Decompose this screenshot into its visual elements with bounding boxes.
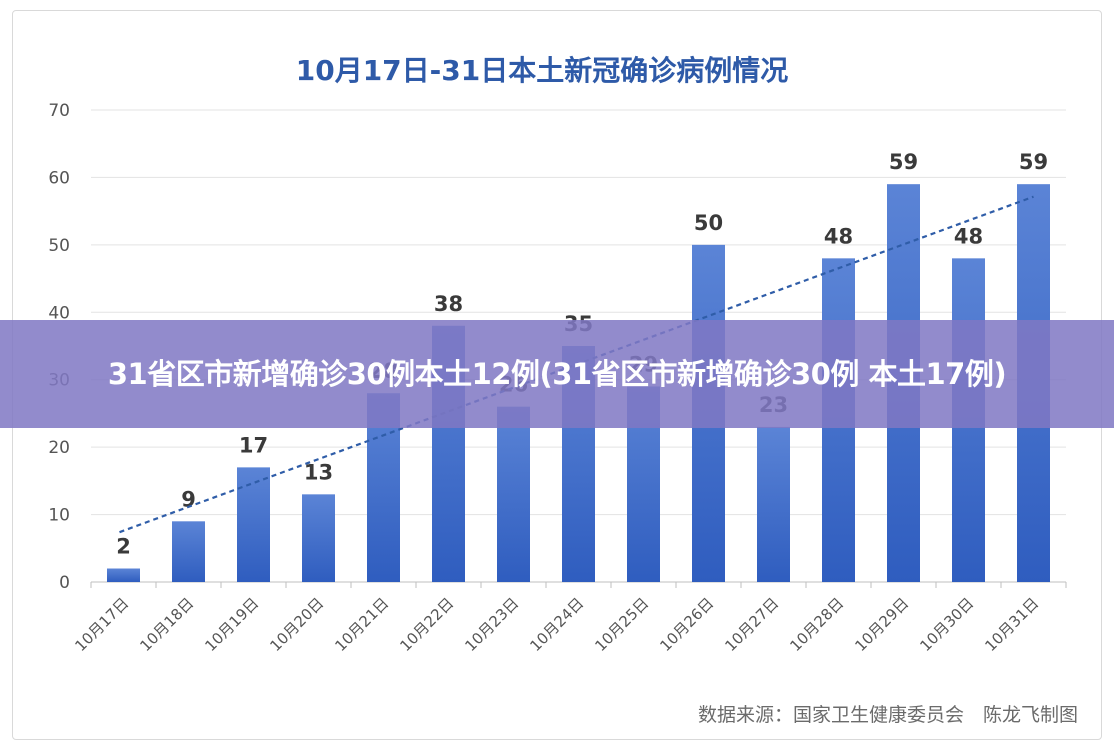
x-tick-label: 10月23日 — [461, 594, 522, 655]
data-label: 48 — [824, 224, 853, 248]
data-label: 2 — [116, 535, 131, 559]
x-tick-label: 10月28日 — [786, 594, 847, 655]
bar — [172, 521, 205, 582]
data-label: 38 — [434, 292, 463, 316]
bar — [107, 568, 140, 582]
x-tick-label: 10月25日 — [591, 594, 652, 655]
headline-text: 31省区市新增确诊30例本土12例(31省区市新增确诊30例 本土17例) — [107, 357, 1007, 391]
x-tick-label: 10月21日 — [331, 594, 392, 655]
x-tick-label: 10月31日 — [981, 594, 1042, 655]
data-label: 9 — [181, 487, 196, 511]
y-tick-label: 40 — [48, 303, 70, 323]
data-label: 59 — [889, 150, 918, 174]
y-tick-label: 10 — [48, 506, 70, 526]
x-tick-label: 10月27日 — [721, 594, 782, 655]
bars — [107, 184, 1050, 582]
bar — [237, 467, 270, 582]
chart-title: 10月17日-31日本土新冠确诊病例情况 — [296, 54, 789, 87]
data-label: 17 — [239, 433, 268, 457]
x-tick-label: 10月20日 — [266, 594, 327, 655]
x-tick-label: 10月30日 — [916, 594, 977, 655]
x-axis-ticks: 10月17日 10月18日 10月19日 10月20日 10月21日 10月22日 10月2… — [71, 582, 1067, 655]
source-note: 数据来源：国家卫生健康委员会 陈龙飞制图 — [698, 704, 1078, 726]
data-label: 48 — [954, 224, 983, 248]
x-tick-label: 10月19日 — [201, 594, 262, 655]
bar — [757, 426, 790, 582]
y-tick-label: 0 — [59, 573, 70, 593]
x-tick-label: 10月22日 — [396, 594, 457, 655]
data-label: 59 — [1019, 150, 1048, 174]
headline-banner: 31省区市新增确诊30例本土12例(31省区市新增确诊30例 本土17例) — [0, 320, 1114, 428]
y-tick-label: 70 — [48, 101, 70, 121]
bar — [497, 406, 530, 582]
data-label: 13 — [304, 460, 333, 484]
bar — [302, 494, 335, 582]
y-tick-label: 20 — [48, 438, 70, 458]
x-tick-label: 10月18日 — [136, 594, 197, 655]
x-tick-label: 10月29日 — [851, 594, 912, 655]
data-label: 50 — [694, 211, 723, 235]
y-tick-label: 50 — [48, 236, 70, 256]
x-tick-label: 10月24日 — [526, 594, 587, 655]
y-tick-label: 60 — [48, 168, 70, 188]
x-tick-label: 10月26日 — [656, 594, 717, 655]
x-tick-label: 10月17日 — [71, 594, 132, 655]
